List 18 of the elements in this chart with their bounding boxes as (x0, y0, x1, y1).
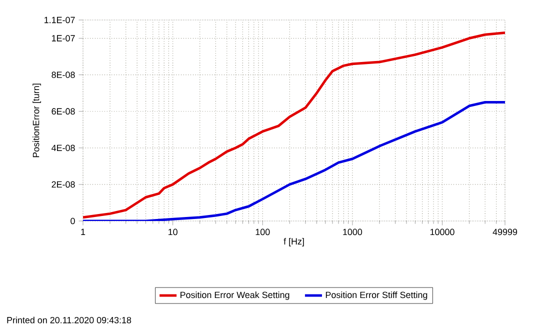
x-tick-label: 10 (168, 228, 178, 236)
y-axis-title: PositionError [turn] (32, 84, 41, 158)
y-tick-label: 4E-08 (52, 144, 75, 152)
y-tick-label: 1.1E-07 (44, 16, 75, 24)
x-tick-label: 100 (256, 228, 270, 236)
legend-label: Position Error Weak Setting (180, 292, 290, 300)
text: Printed on 20.11.2020 09:43:18 (7, 316, 132, 324)
x-tick-label: 1000 (343, 228, 362, 236)
y-tick-label: 1E-07 (52, 35, 75, 42)
y-tick-label: 6E-08 (52, 108, 75, 115)
x-tick-label: 10000 (430, 228, 454, 236)
x-axis-title: f [Hz] (284, 238, 304, 246)
y-tick-label: 2E-08 (52, 181, 75, 188)
legend-label: Position Error Stiff Setting (326, 292, 428, 300)
x-tick-label: 49999 (492, 228, 518, 236)
y-tick-label: 0 (70, 218, 75, 224)
y-tick-label: 8E-08 (52, 72, 75, 78)
x-tick-label: 1 (81, 228, 86, 235)
